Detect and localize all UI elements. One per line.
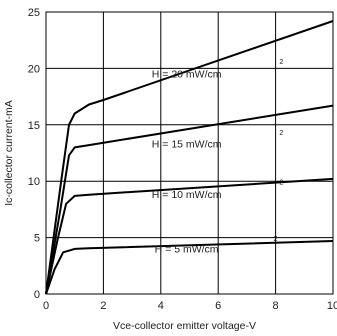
series-lines — [45, 20, 334, 295]
x-axis-title: Vce-collector emitter voltage-V — [113, 320, 256, 332]
series-label-superscript: 2 — [274, 236, 278, 243]
y-tick-label: 25 — [28, 7, 40, 19]
series-line-3 — [45, 240, 334, 295]
series-label: H = 5 mW/cm — [155, 243, 219, 255]
y-tick-label: 20 — [28, 63, 40, 75]
y-tick-label: 10 — [28, 176, 40, 188]
x-tick-label: 0 — [43, 300, 49, 312]
series-label: H = 20 mW/cm — [152, 68, 222, 80]
series-line-0 — [45, 20, 334, 295]
y-tick-labels: 0 5 10 15 20 25 — [28, 7, 40, 301]
x-tick-labels: 0 2 4 6 8 10 — [43, 300, 337, 312]
series-labels: H = 20 mW/cm 2 H = 15 mW/cm 2 H = 10 mW/cm 2 H… — [152, 59, 284, 255]
y-tick-label: 15 — [28, 120, 40, 132]
plot-frame — [45, 11, 334, 295]
series-line-2 — [45, 177, 334, 295]
x-tick-label: 8 — [273, 300, 279, 312]
x-tick-label: 10 — [327, 300, 337, 312]
series-label-superscript: 2 — [279, 59, 283, 66]
y-tick-label: 0 — [34, 289, 40, 301]
y-tick-label: 5 — [34, 233, 40, 245]
series-line-1 — [45, 104, 334, 295]
series-label: H = 15 mW/cm — [152, 138, 222, 150]
x-tick-label: 4 — [158, 300, 164, 312]
x-tick-label: 6 — [215, 300, 221, 312]
series-label-superscript: 2 — [279, 130, 283, 137]
x-tick-label: 2 — [100, 300, 106, 312]
series-label-superscript: 2 — [279, 180, 283, 187]
series-label: H = 10 mW/cm — [152, 189, 222, 201]
y-axis-title: Ic-collector current-mA — [3, 100, 15, 206]
